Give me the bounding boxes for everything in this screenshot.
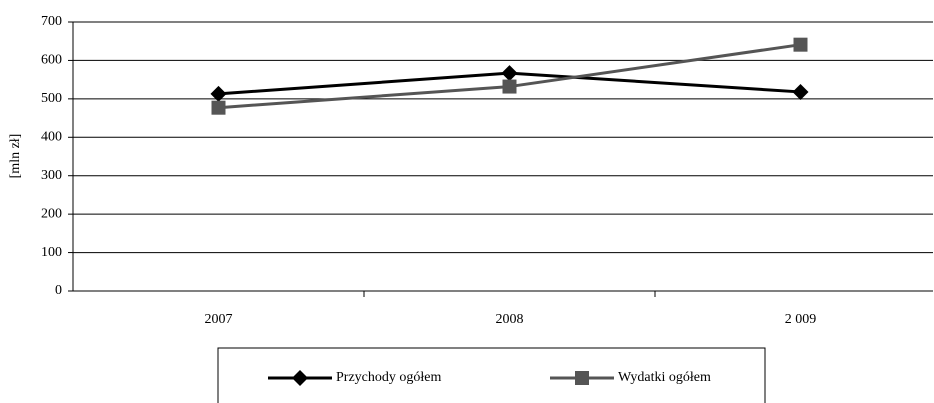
data-point bbox=[211, 100, 226, 115]
x-tick-label: 2008 bbox=[496, 312, 524, 327]
y-tick-label: 100 bbox=[41, 245, 62, 260]
data-point bbox=[210, 85, 227, 102]
data-point bbox=[792, 83, 809, 100]
x-tick-label: 2007 bbox=[205, 312, 233, 327]
y-tick-label: 200 bbox=[41, 206, 62, 221]
legend-label: Przychody ogółem bbox=[336, 370, 441, 385]
data-point bbox=[501, 65, 518, 82]
legend-marker bbox=[292, 370, 308, 386]
y-tick-label: 400 bbox=[41, 130, 62, 145]
y-tick-label: 600 bbox=[41, 53, 62, 68]
y-tick-label: 700 bbox=[41, 14, 62, 29]
legend-box bbox=[217, 347, 766, 403]
y-tick-label: 300 bbox=[41, 168, 62, 183]
y-tick-label: 0 bbox=[55, 283, 62, 298]
y-tick-label: 500 bbox=[41, 91, 62, 106]
data-point bbox=[793, 37, 808, 52]
data-point bbox=[502, 79, 517, 94]
legend-label: Wydatki ogółem bbox=[618, 370, 711, 385]
x-tick-label: 2 009 bbox=[785, 312, 817, 327]
y-axis-label: [mln zł] bbox=[8, 134, 23, 179]
legend-marker bbox=[575, 371, 589, 385]
